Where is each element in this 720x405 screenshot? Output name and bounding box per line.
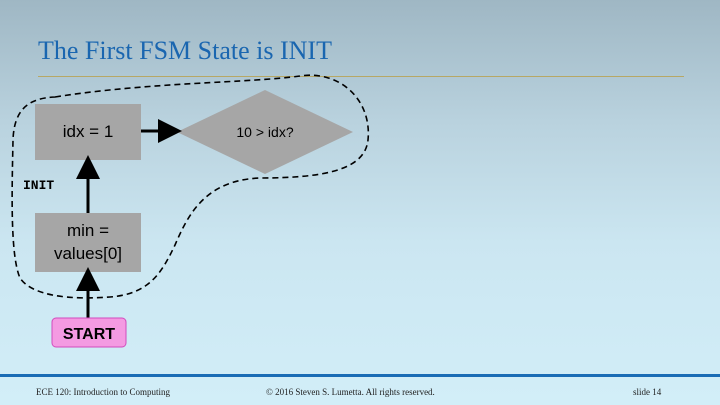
footer-slide-number: slide 14 bbox=[633, 387, 662, 397]
title-divider bbox=[38, 76, 684, 77]
footer-copyright: © 2016 Steven S. Lumetta. All rights res… bbox=[266, 387, 435, 397]
min-assign-box bbox=[35, 213, 141, 272]
idx-assign-label: idx = 1 bbox=[63, 122, 114, 141]
footer-course: ECE 120: Introduction to Computing bbox=[36, 387, 170, 397]
idx-assign-box bbox=[35, 104, 141, 160]
footer-bar bbox=[0, 374, 720, 377]
condition-diamond bbox=[177, 90, 353, 174]
start-label: START bbox=[63, 326, 115, 343]
condition-label: 10 > idx? bbox=[236, 124, 293, 140]
min-assign-label-line1: min = bbox=[67, 221, 109, 240]
min-assign-label-line2: values[0] bbox=[54, 244, 122, 263]
state-label-init: INIT bbox=[23, 178, 54, 193]
init-state-boundary bbox=[11, 74, 370, 299]
start-box bbox=[51, 317, 127, 348]
slide-title: The First FSM State is INIT bbox=[38, 36, 332, 65]
